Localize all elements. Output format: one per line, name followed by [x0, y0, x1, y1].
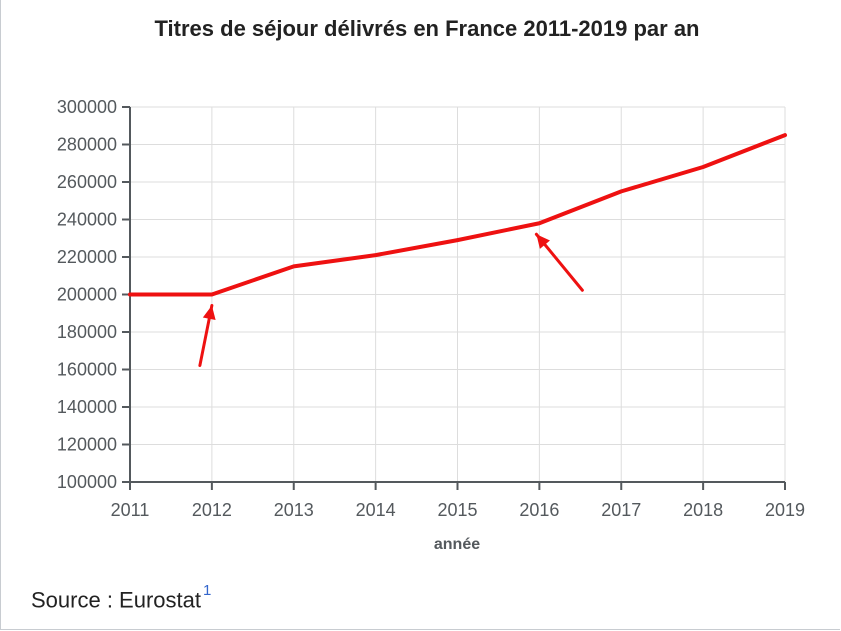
y-tick-label: 160000 [57, 360, 117, 380]
x-tick-label: 2016 [519, 500, 559, 520]
y-tick-label: 240000 [57, 210, 117, 230]
annotation-arrow-head [536, 234, 550, 249]
y-tick-label: 200000 [57, 285, 117, 305]
x-tick-label: 2012 [192, 500, 232, 520]
series-line [128, 133, 787, 297]
source-reference-link[interactable]: 1 [202, 582, 212, 599]
y-tick-label: 140000 [57, 397, 117, 417]
chart-title: Titres de séjour délivrés en France 2011… [154, 16, 700, 41]
x-tick-label: 2019 [765, 500, 805, 520]
x-tick-label: 2017 [601, 500, 641, 520]
x-tick-label: 2018 [683, 500, 723, 520]
y-tick-label: 100000 [57, 472, 117, 492]
source-label: Source : Eurostat [31, 587, 201, 613]
y-tick-label: 120000 [57, 435, 117, 455]
y-tick-label: 180000 [57, 322, 117, 342]
x-tick-label: 2015 [437, 500, 477, 520]
axes: 2011 2012 2013 2014 2015 2016 2017 2018 2019 1000… [57, 97, 805, 520]
x-tick-label: 2013 [274, 500, 314, 520]
series [128, 133, 787, 297]
grid [130, 106, 786, 482]
y-tick-label: 280000 [57, 135, 117, 155]
x-tick-label: 2014 [356, 500, 396, 520]
y-tick-label: 300000 [57, 97, 117, 117]
x-tick-label: 2011 [111, 500, 150, 520]
y-tick-label: 260000 [57, 172, 117, 192]
annotation-arrow-head [202, 305, 216, 321]
source-note: Source : Eurostat 1 [31, 582, 211, 613]
y-tick-label: 220000 [57, 247, 117, 267]
annotations [198, 232, 584, 367]
x-axis-title: année [434, 536, 480, 553]
